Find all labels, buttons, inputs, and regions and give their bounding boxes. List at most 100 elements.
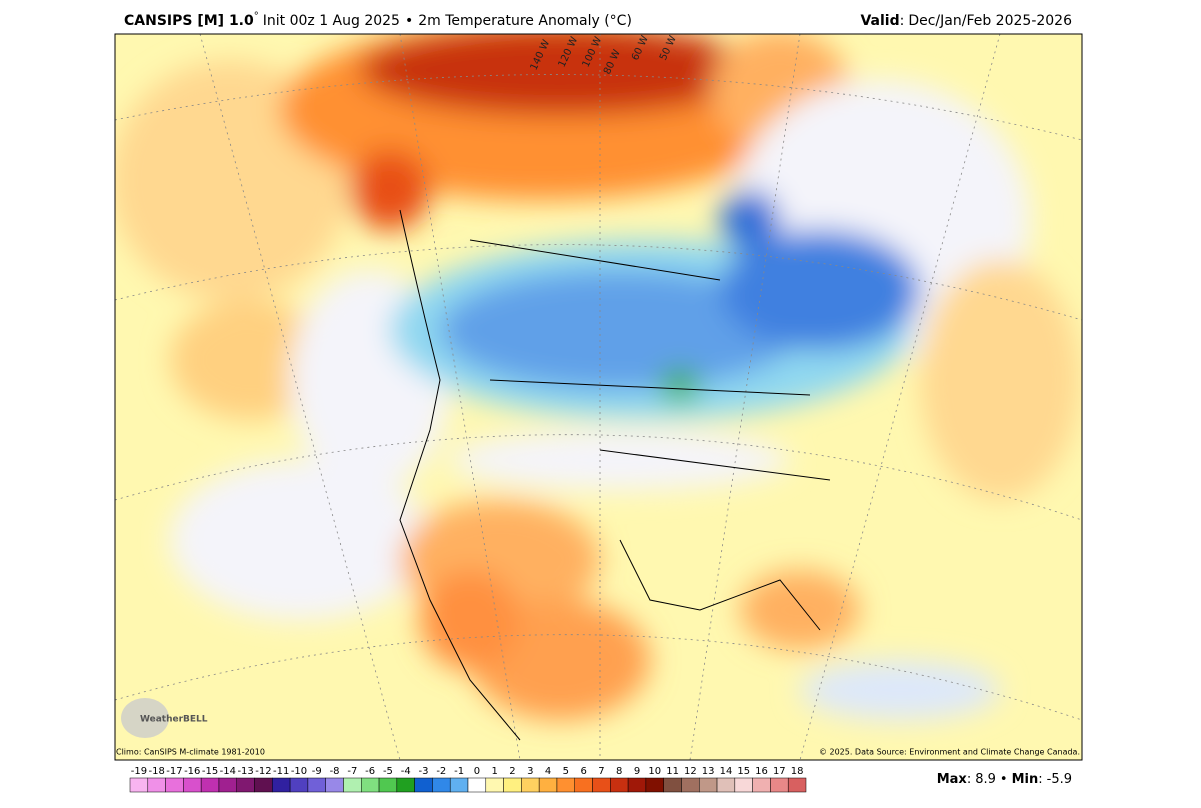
colorbar-label: 3: [527, 766, 533, 777]
colorbar-label: 7: [598, 766, 604, 777]
colorbar-swatch: [254, 777, 273, 793]
colorbar-label: -13: [237, 766, 253, 777]
climo-note: Climo: CanSIPS M-climate 1981-2010: [116, 748, 265, 757]
init-time: Init 00z 1 Aug 2025: [263, 13, 400, 29]
colorbar-swatch: [218, 777, 237, 793]
colorbar-swatch: [289, 777, 309, 793]
colorbar-label: -5: [383, 766, 393, 777]
colorbar-swatch: [538, 777, 558, 793]
valid: Valid: Dec/Jan/Feb 2025-2026: [860, 13, 1072, 29]
colorbar-swatch: [200, 777, 220, 793]
max-label: Max: [937, 772, 968, 787]
colorbar-swatch: [236, 777, 255, 793]
copyright: © 2025. Data Source: Environment and Cli…: [819, 748, 1080, 757]
colorbar-label: 6: [580, 766, 586, 777]
colorbar-label: -2: [436, 766, 446, 777]
min-value: -5.9: [1047, 772, 1072, 787]
colorbar-swatch: [663, 777, 682, 793]
colorbar-label: -6: [365, 766, 375, 777]
colorbar-swatch: [521, 777, 540, 793]
colorbar-swatch: [183, 777, 202, 793]
colorbar-swatch: [414, 777, 433, 793]
colorbar-label: -3: [419, 766, 429, 777]
colorbar-swatch: [378, 777, 398, 793]
colorbar-swatch: [610, 777, 629, 793]
colorbar-swatch: [734, 777, 753, 793]
colorbar-swatch: [449, 777, 469, 793]
colorbar-swatch: [432, 777, 451, 793]
stats: Max: 8.9 • Min: -5.9: [937, 772, 1072, 787]
colorbar-label: 15: [737, 766, 750, 777]
colorbar-label: -15: [202, 766, 218, 777]
colorbar-swatch: [574, 777, 593, 793]
colorbar-label: -19: [131, 766, 147, 777]
colorbar-swatch: [592, 777, 611, 793]
degree: °: [254, 11, 259, 22]
colorbar-swatch: [325, 777, 344, 793]
colorbar-swatch: [681, 777, 700, 793]
colorbar-swatch: [645, 777, 664, 793]
colorbar-label: 9: [634, 766, 640, 777]
colorbar-label: -9: [312, 766, 322, 777]
colorbar-swatch: [165, 777, 184, 793]
colorbar-label: -1: [454, 766, 464, 777]
colorbar-label: 16: [755, 766, 768, 777]
colorbar-label: -10: [291, 766, 307, 777]
colorbar-label: -7: [347, 766, 357, 777]
colorbar-swatch: [343, 777, 362, 793]
colorbar-label: 13: [702, 766, 715, 777]
colorbar-swatch: [503, 777, 522, 793]
colorbar-label: -14: [220, 766, 236, 777]
map: [115, 34, 1082, 760]
colorbar-label: 11: [666, 766, 679, 777]
colorbar-label: -11: [273, 766, 289, 777]
colon: :: [1038, 772, 1042, 787]
logo-mark: [121, 698, 169, 738]
colorbar-swatch: [787, 777, 807, 793]
colorbar-swatch: [716, 777, 736, 793]
colorbar-swatch: [396, 777, 415, 793]
max-value: 8.9: [975, 772, 996, 787]
valid-label: Valid: [860, 13, 899, 29]
colorbar-swatch: [699, 777, 718, 793]
min-label: Min: [1012, 772, 1039, 787]
colorbar-swatch: [770, 777, 789, 793]
colorbar-label: 10: [648, 766, 661, 777]
field-name: 2m Temperature Anomaly (°C): [418, 13, 632, 29]
colorbar-swatch: [752, 777, 771, 793]
logo: WeatherBELL: [140, 715, 208, 725]
colorbar-label: -4: [401, 766, 411, 777]
separator: •: [1000, 772, 1008, 787]
colorbar-label: 18: [791, 766, 804, 777]
model-name: CANSIPS [M] 1.0: [124, 13, 254, 29]
colorbar-label: 0: [474, 766, 480, 777]
colon: :: [900, 13, 905, 29]
colorbar-swatch: [485, 777, 504, 793]
colorbar-swatch: [627, 777, 647, 793]
colorbar-label: 5: [563, 766, 569, 777]
colon: :: [967, 772, 971, 787]
colorbar-label: -8: [330, 766, 340, 777]
colorbar-label: -18: [149, 766, 165, 777]
colorbar-swatch: [467, 777, 487, 793]
colorbar-label: 2: [509, 766, 515, 777]
colorbar-swatch: [307, 777, 326, 793]
colorbar-swatch: [272, 777, 291, 793]
separator: •: [405, 13, 413, 29]
colorbar-swatch: [556, 777, 575, 793]
colorbar-label: -17: [166, 766, 182, 777]
colorbar-label: 4: [545, 766, 551, 777]
colorbar-label: -12: [255, 766, 271, 777]
colorbar-label: 1: [491, 766, 497, 777]
title: CANSIPS [M] 1.0° Init 00z 1 Aug 2025 • 2m T…: [124, 11, 632, 29]
colorbar-label: 14: [720, 766, 733, 777]
colorbar-swatch: [361, 777, 380, 793]
colorbar-label: -16: [184, 766, 200, 777]
colorbar-label: 17: [773, 766, 786, 777]
colorbar-label: 12: [684, 766, 697, 777]
colorbar-swatch: [129, 777, 149, 793]
colorbar-label: 8: [616, 766, 622, 777]
colorbar-swatch: [147, 777, 166, 793]
